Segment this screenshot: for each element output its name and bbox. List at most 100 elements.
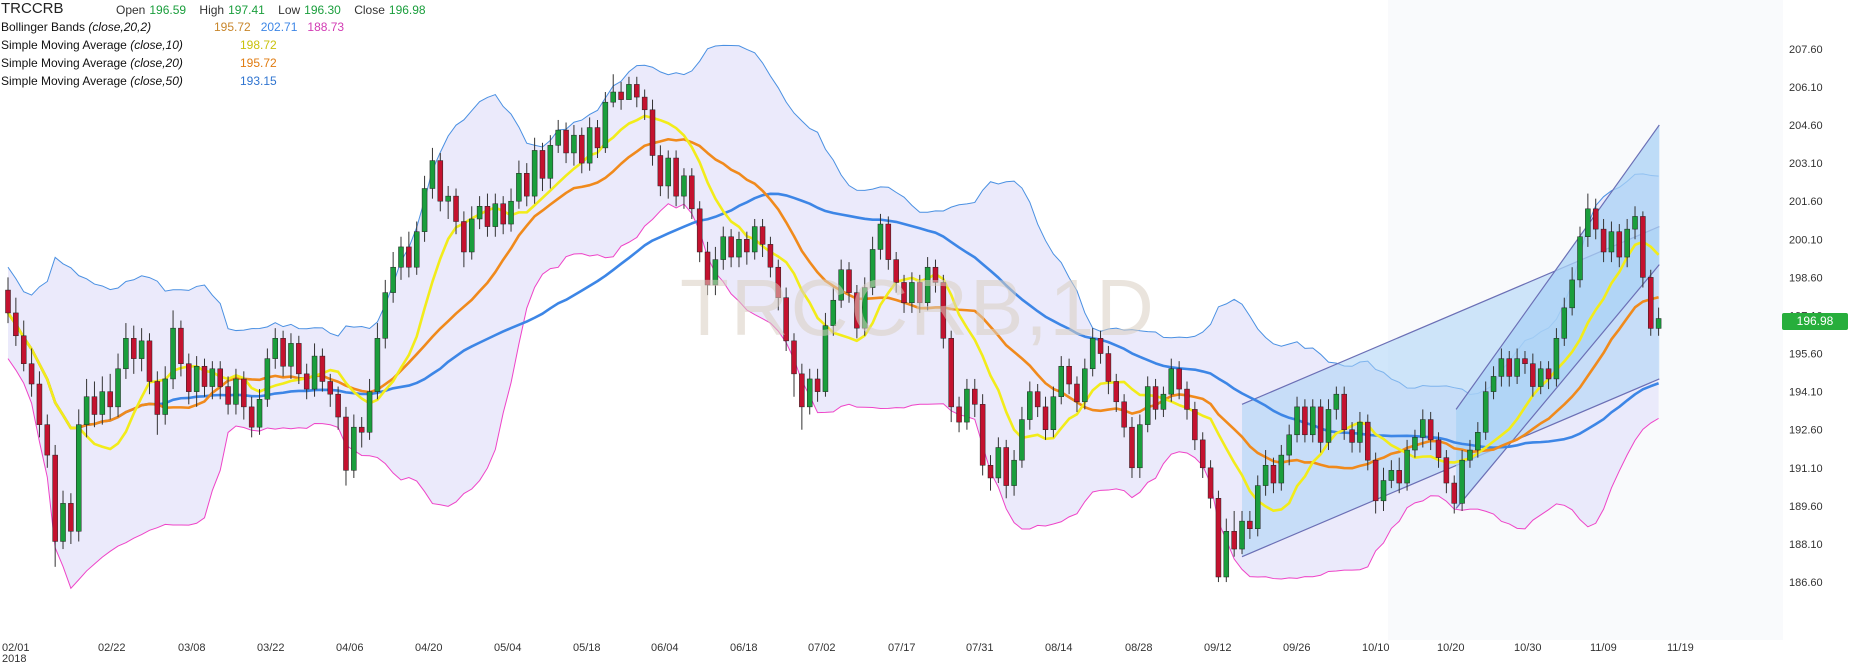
candle-body xyxy=(869,249,876,288)
price-tick-label: 207.60 xyxy=(1789,44,1823,56)
candle-body xyxy=(516,173,522,202)
candle-body xyxy=(193,365,200,392)
bb-lower-value: 188.73 xyxy=(307,20,345,34)
candle-body xyxy=(1592,208,1599,230)
price-tick-label: 191.10 xyxy=(1789,463,1823,475)
candle-body xyxy=(1459,459,1465,504)
candle-body xyxy=(799,373,805,408)
low-label: Low xyxy=(278,3,301,17)
candle-body xyxy=(398,246,404,268)
candle-body xyxy=(390,266,396,293)
candle-body xyxy=(901,282,907,304)
candle-body xyxy=(547,145,554,179)
candle-body xyxy=(241,378,247,408)
candle-body xyxy=(445,195,451,202)
candle-body xyxy=(1420,419,1426,438)
last-price-tag: 196.98 xyxy=(1782,313,1848,330)
price-tick-label: 201.60 xyxy=(1789,196,1823,208)
price-tick-label: 189.60 xyxy=(1789,501,1823,513)
candle-body xyxy=(1082,368,1088,403)
time-axis[interactable]: 02/01 02/22 03/08 03/22 04/06 04/20 05/04 05/18… xyxy=(2,642,1694,665)
candle-body xyxy=(91,396,98,415)
date-tick-label: 10/30 xyxy=(1514,642,1542,654)
candlesticks xyxy=(5,74,1662,583)
candle-body xyxy=(406,246,412,268)
candle-body xyxy=(751,226,758,253)
candle-body xyxy=(1522,358,1528,364)
candle-body xyxy=(413,231,420,268)
channel-edge-line-1[interactable] xyxy=(1241,378,1660,558)
candle-body xyxy=(1427,419,1434,441)
candle-body xyxy=(618,91,624,100)
candle-body xyxy=(775,266,782,298)
candle-body xyxy=(83,396,90,425)
candle-body xyxy=(736,239,742,258)
date-tick-label: 08/28 xyxy=(1125,642,1153,654)
date-tick-label: 07/17 xyxy=(888,642,916,654)
candle-body xyxy=(594,127,601,149)
candle-body xyxy=(1380,480,1387,502)
candle-body xyxy=(720,236,727,260)
candle-body xyxy=(311,355,318,390)
steep-channel-line-1[interactable] xyxy=(1455,264,1660,509)
candle-body xyxy=(610,91,616,103)
candle-body xyxy=(689,175,695,210)
candle-body xyxy=(209,368,216,387)
candle-body xyxy=(453,195,459,222)
candle-body xyxy=(759,226,766,245)
candle-body xyxy=(1365,421,1371,461)
candle-body xyxy=(1310,406,1316,436)
candle-body xyxy=(1616,231,1623,258)
date-tick-label: 10/20 xyxy=(1437,642,1465,654)
price-tick-label: 206.10 xyxy=(1789,82,1823,94)
candle-body xyxy=(1254,485,1261,529)
candle-body xyxy=(272,338,278,359)
candle-body xyxy=(1482,391,1489,433)
candle-body xyxy=(1585,208,1591,237)
candle-body xyxy=(154,381,161,415)
sma50-name: Simple Moving Average xyxy=(1,74,127,88)
candle-body xyxy=(1066,365,1072,385)
candle-body xyxy=(296,343,302,375)
symbol-title[interactable]: TRCCRB xyxy=(1,0,64,17)
open-label: Open xyxy=(116,3,146,17)
candle-body xyxy=(767,244,774,268)
candle-body xyxy=(60,503,66,542)
candle-body xyxy=(696,208,703,253)
candle-body xyxy=(1176,368,1182,390)
candle-body xyxy=(138,340,145,359)
candle-body xyxy=(233,378,239,405)
candle-body xyxy=(1624,228,1630,258)
candle-body xyxy=(1058,365,1064,397)
candle-body xyxy=(909,282,915,304)
candle-body xyxy=(1152,386,1159,410)
date-tick-label: 09/26 xyxy=(1283,642,1311,654)
candle-body xyxy=(744,239,750,253)
candle-body xyxy=(1129,426,1135,469)
date-tick-label: 03/08 xyxy=(178,642,206,654)
candle-body xyxy=(917,282,923,304)
candle-body xyxy=(704,251,711,286)
steep-channel-line-0[interactable] xyxy=(1455,124,1660,410)
candle-body xyxy=(924,266,931,304)
candle-body xyxy=(1514,358,1520,377)
price-tick-label: 194.10 xyxy=(1789,387,1823,399)
candle-body xyxy=(728,236,734,258)
candle-body xyxy=(1530,363,1536,387)
candle-body xyxy=(1372,459,1379,502)
candle-body xyxy=(5,289,11,314)
candle-body xyxy=(186,363,192,392)
date-tick-label: 04/20 xyxy=(415,642,443,654)
sma10-name: Simple Moving Average xyxy=(1,38,127,52)
candle-body xyxy=(861,287,868,329)
candle-body xyxy=(484,206,491,227)
candle-body xyxy=(893,259,899,283)
candle-body xyxy=(123,338,129,370)
candle-body xyxy=(524,173,530,197)
sma20-name: Simple Moving Average xyxy=(1,56,127,70)
candle-body xyxy=(303,373,310,390)
candle-body xyxy=(1239,520,1245,550)
candle-body xyxy=(1333,393,1340,410)
candle-body xyxy=(634,84,640,98)
